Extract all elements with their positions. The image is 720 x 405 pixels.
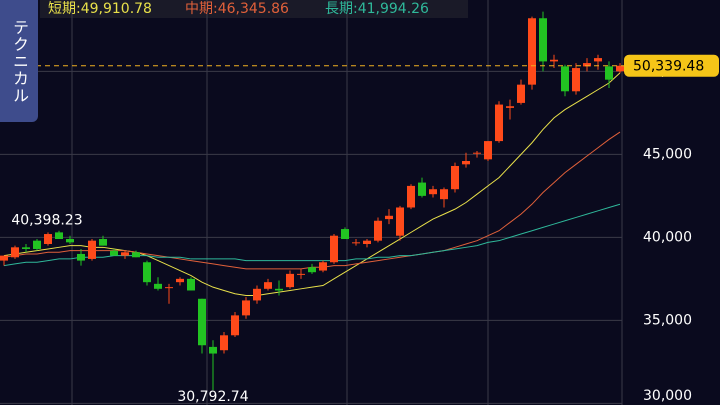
- candle-body: [396, 207, 404, 236]
- candle-body: [517, 84, 525, 103]
- candle-body: [110, 250, 118, 256]
- moving-average: [3, 72, 621, 296]
- legend-entry: 短期:49,910.78: [48, 1, 152, 17]
- candle-body: [319, 262, 327, 271]
- candle-body: [11, 247, 19, 258]
- candle-body: [66, 239, 74, 243]
- candle-body: [506, 106, 514, 108]
- extreme-label: 30,792.74: [177, 389, 248, 405]
- candle-body: [154, 283, 162, 289]
- candle-body: [539, 18, 547, 62]
- candle-body: [297, 273, 305, 275]
- candle-body: [550, 59, 558, 62]
- technical-tab[interactable]: テクニカル: [0, 0, 38, 122]
- candle-body: [385, 215, 393, 220]
- candle-body: [198, 298, 206, 346]
- candle-body: [451, 165, 459, 190]
- candle-body: [77, 253, 85, 261]
- candle-body: [484, 141, 492, 160]
- candle-body: [231, 315, 239, 336]
- candle-body: [473, 152, 481, 154]
- legend-bg: [40, 0, 468, 18]
- candle-body: [99, 239, 107, 246]
- candle-body: [176, 278, 184, 283]
- candle-body: [528, 18, 536, 85]
- candle-body: [121, 252, 129, 256]
- candle-body: [0, 255, 8, 261]
- candle-body: [275, 288, 283, 291]
- last-price-box: [624, 54, 719, 77]
- candle-body: [286, 273, 294, 288]
- candle-body: [132, 252, 140, 258]
- candle-body: [605, 66, 613, 80]
- candle-body: [418, 182, 426, 196]
- legend-entry: 中期:46,345.86: [185, 1, 289, 17]
- candle-body: [220, 335, 228, 351]
- candle-body: [462, 161, 470, 165]
- candle-body: [440, 189, 448, 200]
- candle-body: [253, 288, 261, 301]
- candle-body: [242, 300, 250, 316]
- last-price-label: 50,339.48: [633, 59, 704, 75]
- candle-body: [308, 267, 316, 273]
- candle-body: [495, 104, 503, 142]
- extreme-label: 40,398.23: [11, 213, 82, 229]
- candle-body: [55, 232, 63, 240]
- candle-body: [209, 346, 217, 354]
- candle-body: [187, 278, 195, 291]
- candle-body: [341, 229, 349, 240]
- candle-body: [363, 240, 371, 244]
- candle-body: [561, 66, 569, 92]
- candle-body: [583, 63, 591, 67]
- y-tick-label: 40,000: [643, 229, 692, 245]
- y-tick-label: 35,000: [643, 312, 692, 328]
- candle-body: [330, 235, 338, 263]
- candle-body: [88, 240, 96, 259]
- y-tick-label: 30,000: [643, 388, 692, 404]
- candle-body: [22, 247, 30, 249]
- candle-body: [374, 220, 382, 241]
- moving-average: [3, 203, 621, 267]
- y-tick-label: 45,000: [643, 146, 692, 162]
- candle-body: [33, 240, 41, 249]
- candle-body: [352, 242, 360, 244]
- candle-body: [429, 189, 437, 195]
- candle-body: [264, 282, 272, 289]
- candle-body: [165, 287, 173, 289]
- candle-body: [407, 185, 415, 208]
- candle-body: [572, 68, 580, 92]
- candle-body: [143, 262, 151, 283]
- candle-body: [44, 234, 52, 244]
- legend-entry: 長期:41,994.26: [325, 1, 429, 17]
- candle-body: [616, 65, 624, 72]
- candle-body: [594, 58, 602, 62]
- moving-average: [3, 131, 621, 270]
